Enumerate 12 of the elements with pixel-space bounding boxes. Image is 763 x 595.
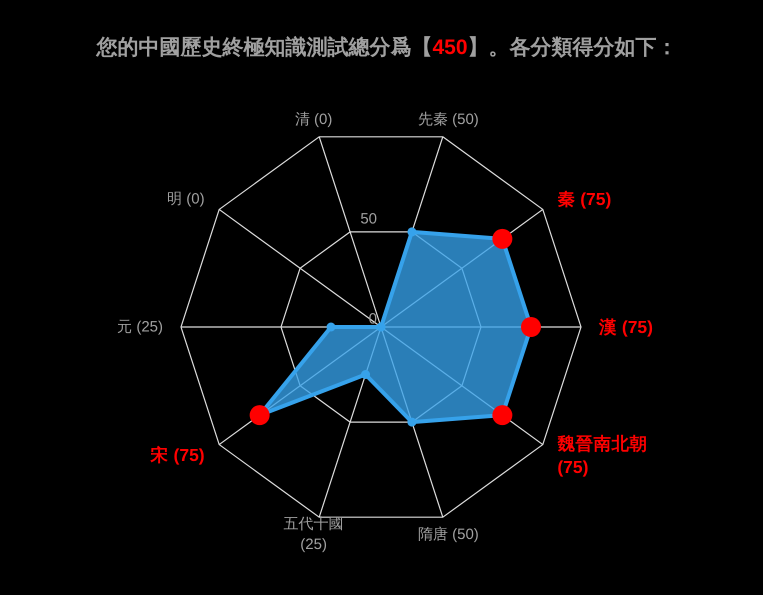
- spoke-label: 漢 (75): [598, 317, 653, 337]
- y-tick-label: 50: [360, 210, 377, 228]
- spoke-label: 秦 (75): [557, 188, 612, 209]
- spoke-label: 清 (0): [294, 111, 332, 128]
- spoke-label: 隋唐 (50): [418, 526, 479, 543]
- spoke-label: 先秦 (50): [418, 111, 479, 128]
- spoke-label: 魏晉南北朝 (75): [556, 433, 648, 477]
- spoke-label: 元 (25): [117, 318, 164, 336]
- spoke-label: 明 (0): [167, 190, 205, 208]
- spoke-label: 五代十國 (25): [284, 516, 344, 553]
- spoke-label: 宋 (75): [150, 445, 205, 466]
- title: 您的中國歷史終極知識測試總分爲【450】。各分類得分如下：: [96, 36, 678, 58]
